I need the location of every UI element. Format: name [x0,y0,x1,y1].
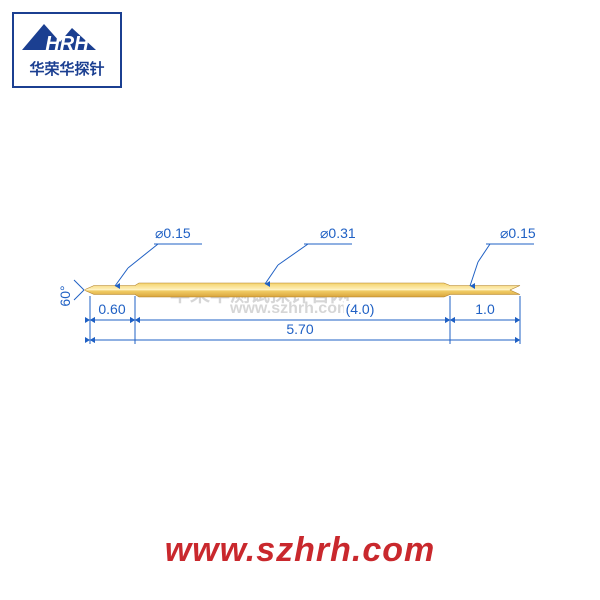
dim-label: 0.60 [98,301,125,317]
dim-label: 1.0 [475,301,495,317]
dim-label: ⌀0.15 [500,225,536,241]
dim-label: (4.0) [346,301,375,317]
dim-label: ⌀0.15 [155,225,191,241]
url-text: www.szhrh.com [0,531,600,570]
diagram-canvas: ⌀0.15 ⌀0.31 ⌀0.15 60° 0.60 (4.0) 1.0 5.70 [0,0,600,600]
dim-label: 5.70 [286,321,313,337]
dim-label: ⌀0.31 [320,225,356,241]
url-span: www.szhrh.com [165,531,436,569]
angle-label: 60° [57,285,73,306]
